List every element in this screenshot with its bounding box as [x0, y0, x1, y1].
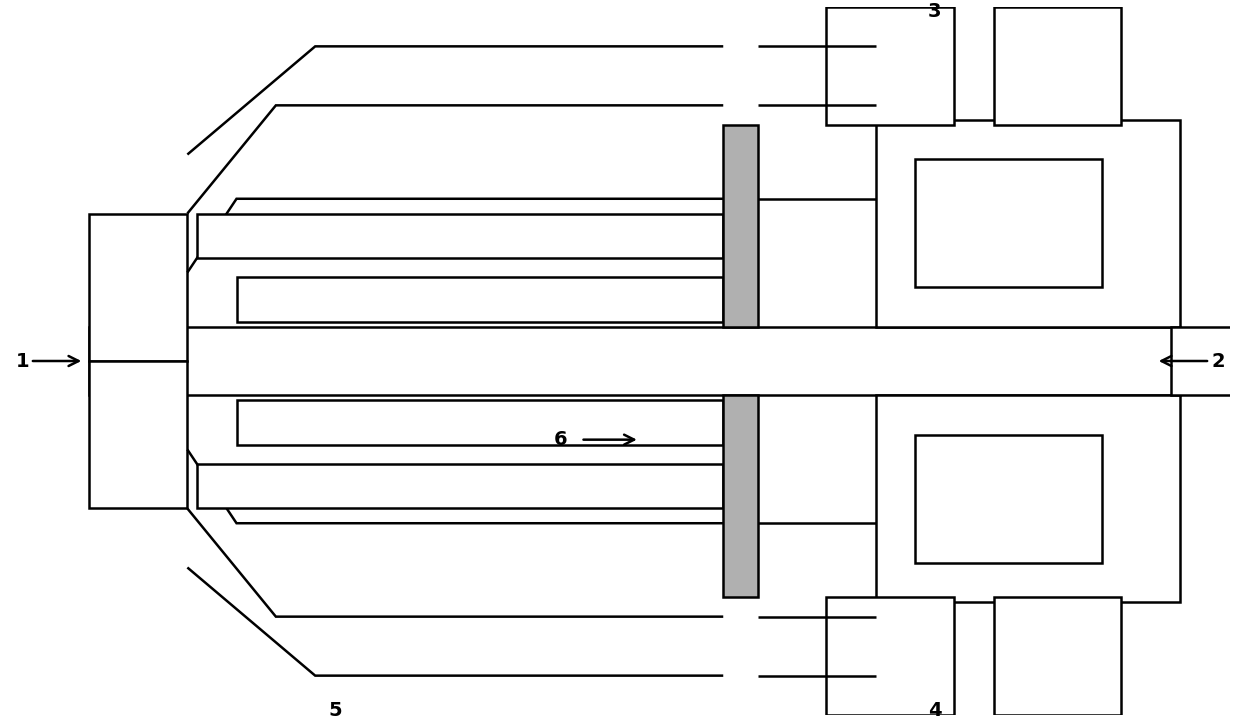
Bar: [915, 435, 1102, 562]
Bar: [993, 597, 1121, 715]
Bar: [723, 396, 758, 597]
Text: 4: 4: [928, 700, 941, 720]
Text: 3: 3: [928, 2, 941, 22]
Bar: [723, 125, 758, 326]
Bar: [827, 7, 955, 125]
Bar: [875, 396, 1180, 602]
Bar: [237, 277, 723, 322]
Bar: [237, 400, 723, 445]
Text: 5: 5: [329, 700, 342, 720]
Bar: [89, 361, 187, 508]
Bar: [89, 326, 1180, 396]
Bar: [875, 120, 1180, 326]
Bar: [197, 464, 723, 508]
Text: 2: 2: [1211, 352, 1225, 370]
Bar: [89, 214, 187, 361]
Bar: [1171, 326, 1240, 396]
Bar: [827, 597, 955, 715]
Text: 1: 1: [15, 352, 29, 370]
Text: 6: 6: [554, 430, 568, 449]
Bar: [993, 7, 1121, 125]
Bar: [197, 214, 723, 258]
Bar: [915, 160, 1102, 287]
